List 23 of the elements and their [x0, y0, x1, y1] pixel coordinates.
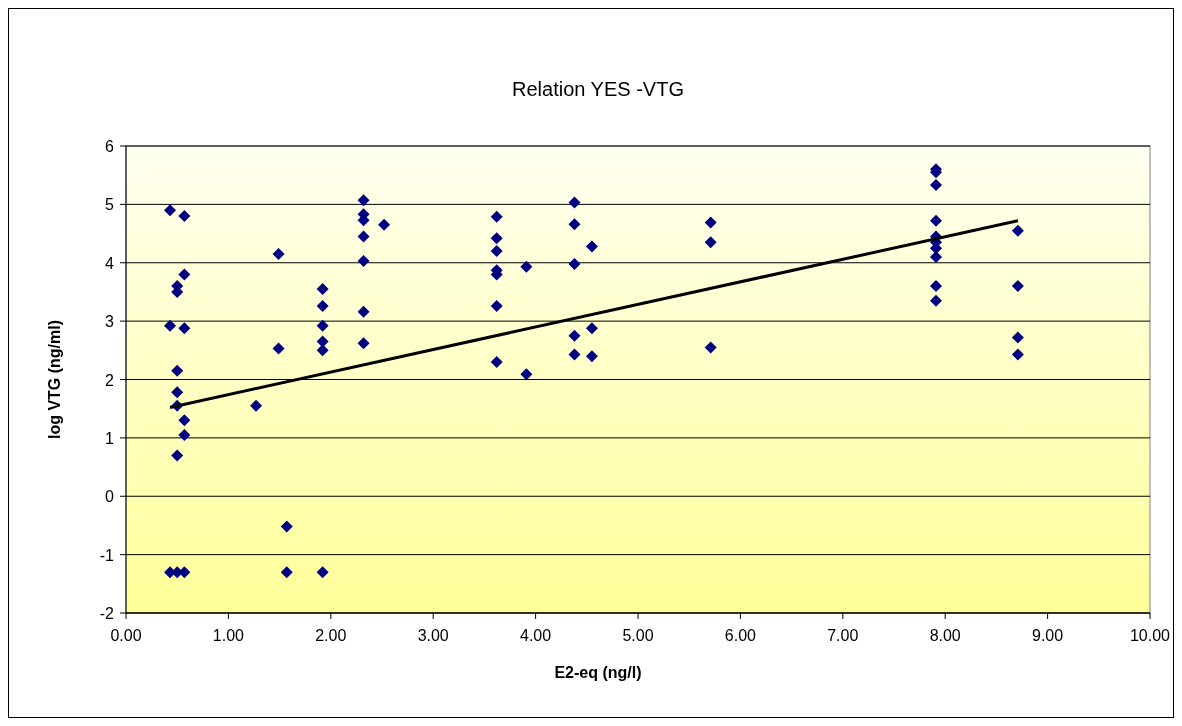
x-tick-label: 7.00 [827, 627, 859, 644]
x-tick-label: 1.00 [212, 627, 245, 644]
y-tick-label: 6 [105, 138, 115, 155]
y-tick-label: 3 [105, 313, 115, 331]
y-tick-label: 1 [105, 429, 115, 447]
x-tick-label: 8.00 [929, 627, 961, 644]
x-tick-label: 9.00 [1032, 627, 1064, 644]
y-tick-label: 4 [105, 254, 115, 272]
y-axis-title: log VTG (ng/ml) [46, 319, 63, 440]
y-tick-label: 2 [105, 371, 115, 389]
x-tick-label: 5.00 [622, 627, 654, 644]
y-tick-label: -1 [99, 546, 115, 564]
y-tick-label: 0 [105, 488, 115, 506]
x-tick-label: 0.00 [110, 627, 142, 644]
x-tick-label: 10.00 [1129, 627, 1171, 644]
x-tick-label: 6.00 [724, 627, 757, 644]
y-tick-label: 5 [105, 196, 115, 214]
y-tick-label: -2 [99, 605, 115, 622]
x-tick-label: 4.00 [520, 627, 552, 644]
chart-title: Relation YES -VTG [512, 78, 684, 100]
x-axis-title: E2-eq (ng/l) [554, 664, 642, 681]
x-tick-label: 3.00 [417, 627, 449, 644]
x-tick-label: 2.00 [315, 627, 347, 644]
